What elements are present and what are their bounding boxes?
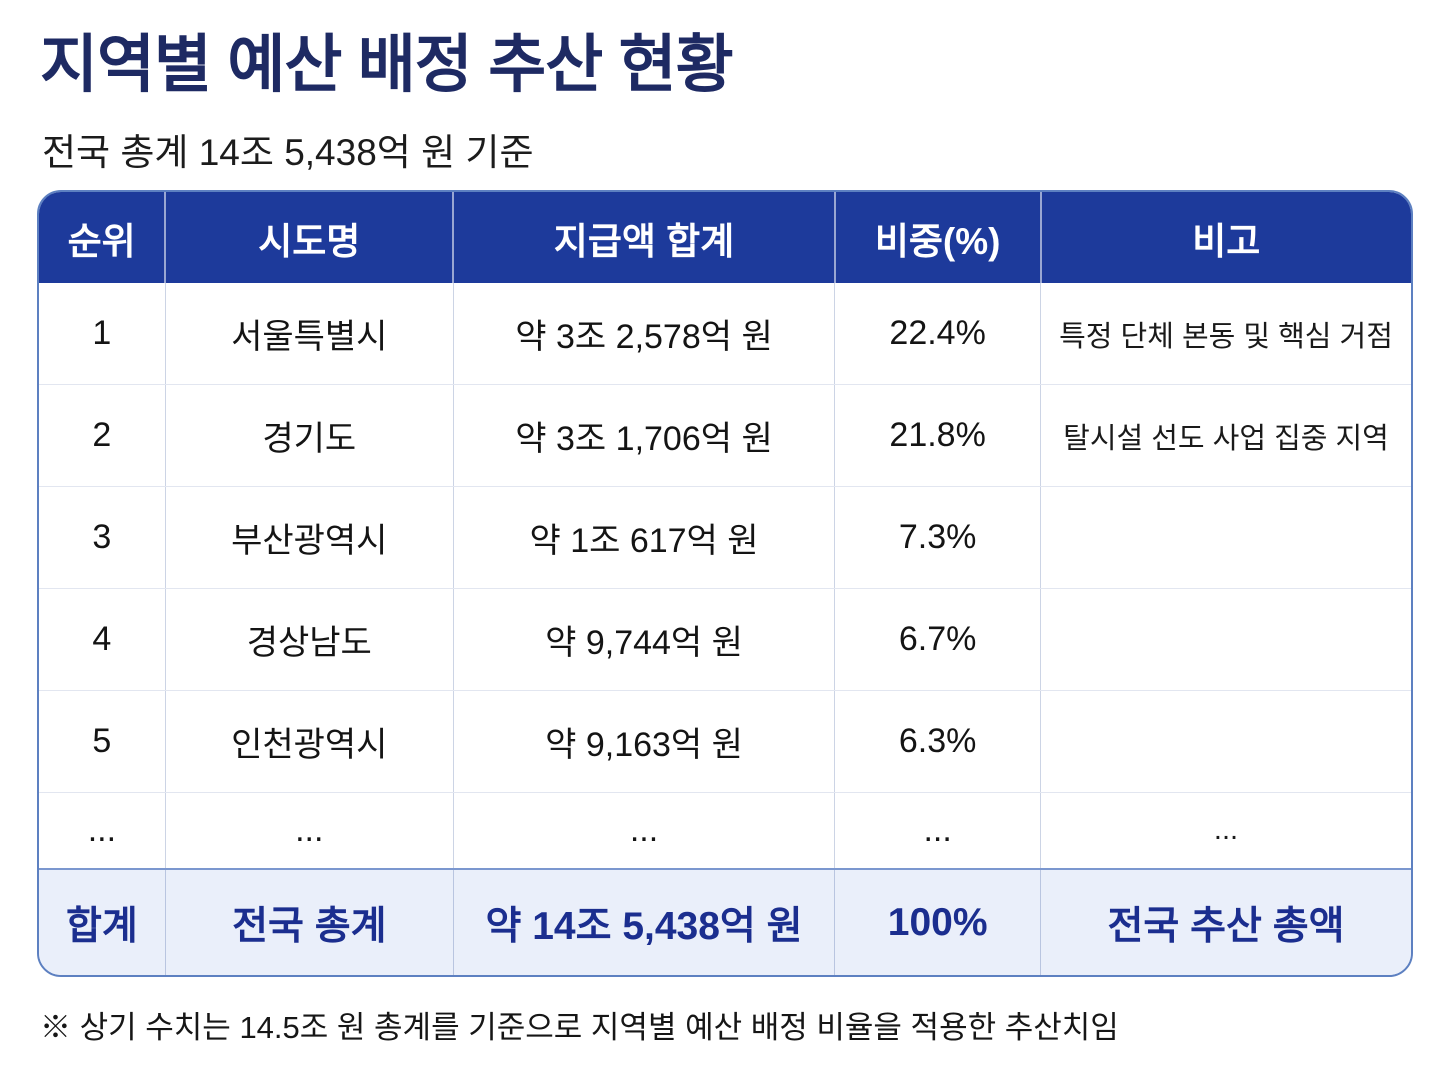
col-header-share: 비중(%)	[834, 192, 1042, 283]
cell-note: 특정 단체 본동 및 핵심 거점	[1040, 283, 1411, 385]
cell-amount: 약 9,163억 원	[453, 690, 836, 793]
cell-share: 6.3%	[834, 690, 1042, 793]
cell-region: 부산광역시	[165, 486, 454, 589]
table-row: 5 인천광역시 약 9,163억 원 6.3%	[39, 690, 1411, 793]
cell-region: ...	[165, 792, 454, 869]
cell-note	[1040, 690, 1411, 793]
table-total-row: 합계 전국 총계 약 14조 5,438억 원 100% 전국 추산 총액	[39, 868, 1411, 975]
col-header-amount: 지급액 합계	[453, 192, 836, 283]
cell-share: 6.7%	[834, 588, 1042, 691]
cell-note: 탈시설 선도 사업 집중 지역	[1040, 384, 1411, 487]
cell-share: 21.8%	[834, 384, 1042, 487]
cell-region: 경상남도	[165, 588, 454, 691]
col-header-rank: 순위	[39, 192, 167, 283]
cell-rank: 2	[39, 384, 166, 487]
total-cell-amount: 약 14조 5,438억 원	[453, 868, 836, 975]
cell-rank: 1	[39, 283, 166, 385]
cell-rank: ...	[39, 792, 166, 869]
cell-rank: 5	[39, 690, 166, 793]
total-cell-share: 100%	[834, 868, 1042, 975]
cell-amount: 약 1조 617억 원	[453, 486, 836, 589]
cell-rank: 3	[39, 486, 166, 589]
table-row: 1 서울특별시 약 3조 2,578억 원 22.4% 특정 단체 본동 및 핵…	[39, 283, 1411, 385]
page-title: 지역별 예산 배정 추산 현황	[40, 30, 734, 100]
table-row-ellipsis: ... ... ... ... ...	[39, 792, 1411, 869]
table-row: 4 경상남도 약 9,744억 원 6.7%	[39, 588, 1411, 691]
cell-region: 서울특별시	[165, 283, 454, 385]
cell-amount: 약 9,744억 원	[453, 588, 836, 691]
cell-region: 경기도	[165, 384, 454, 487]
cell-note	[1040, 486, 1411, 589]
cell-amount: 약 3조 1,706억 원	[453, 384, 836, 487]
cell-region: 인천광역시	[165, 690, 454, 793]
cell-note	[1040, 588, 1411, 691]
table-row: 3 부산광역시 약 1조 617억 원 7.3%	[39, 486, 1411, 589]
cell-rank: 4	[39, 588, 166, 691]
total-cell-rank: 합계	[39, 868, 166, 975]
cell-amount: 약 3조 2,578억 원	[453, 283, 836, 385]
cell-share: ...	[834, 792, 1042, 869]
total-cell-region: 전국 총계	[165, 868, 454, 975]
cell-share: 7.3%	[834, 486, 1042, 589]
total-cell-note: 전국 추산 총액	[1040, 868, 1411, 975]
table-header-row: 순위 시도명 지급액 합계 비중(%) 비고	[39, 192, 1411, 283]
page-subtitle: 전국 총계 14조 5,438억 원 기준	[42, 132, 534, 173]
col-header-note: 비고	[1040, 192, 1411, 283]
cell-share: 22.4%	[834, 283, 1042, 385]
table-row: 2 경기도 약 3조 1,706억 원 21.8% 탈시설 선도 사업 집중 지…	[39, 384, 1411, 487]
cell-note: ...	[1040, 792, 1411, 869]
budget-table-grid: 순위 시도명 지급액 합계 비중(%) 비고 1 서울특별시 약 3조 2,57…	[39, 192, 1411, 975]
budget-table: 순위 시도명 지급액 합계 비중(%) 비고 1 서울특별시 약 3조 2,57…	[37, 190, 1413, 977]
footnote: ※ 상기 수치는 14.5조 원 총계를 기준으로 지역별 예산 배정 비율을 …	[40, 1010, 1119, 1045]
cell-amount: ...	[453, 792, 836, 869]
col-header-region: 시도명	[165, 192, 455, 283]
